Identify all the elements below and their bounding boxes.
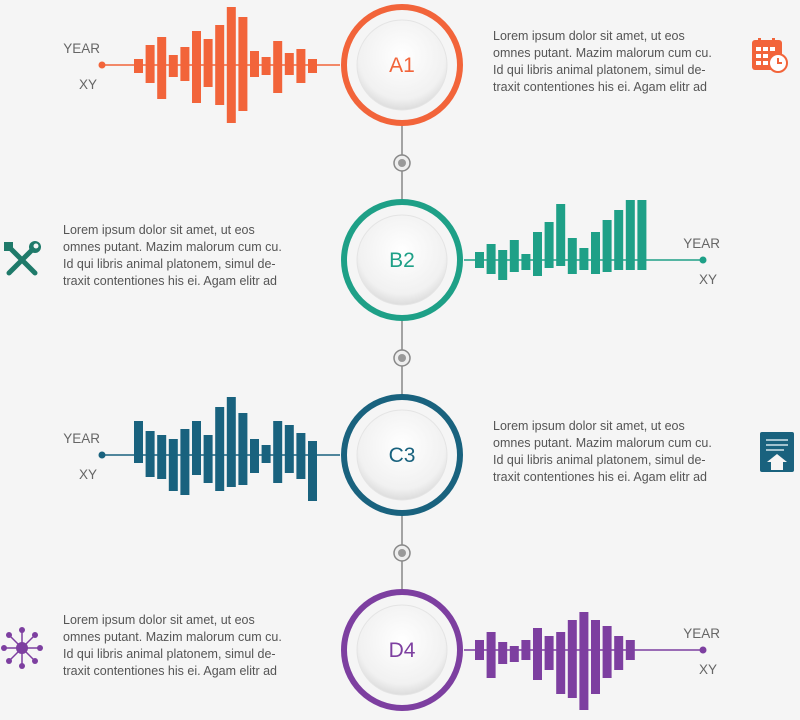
waveform-bar [602, 626, 612, 678]
waveform-bar [475, 252, 484, 268]
node-d4: YEAR XY D4 [341, 589, 720, 711]
waveform-bar [533, 628, 542, 680]
waveform-bar [238, 17, 248, 111]
waveform-bar [168, 439, 178, 491]
waveform-bar [192, 421, 201, 475]
wrench-screwdriver-icon [4, 241, 41, 276]
waveform-bar [486, 244, 496, 274]
waveform-bar [614, 636, 624, 670]
waveform-bar [203, 39, 213, 87]
waveform-bar [226, 397, 236, 487]
year-label: YEAR [683, 236, 720, 251]
waveform-bar [544, 222, 554, 268]
waveform-bar [509, 646, 519, 662]
connector-dot-3 [393, 544, 411, 562]
waveform-bar [215, 25, 225, 105]
waveform-bar [296, 49, 306, 83]
waveform-bar [273, 421, 283, 483]
waveform-bar [134, 59, 143, 73]
xy-label: XY [699, 272, 717, 287]
waveform-bar [591, 232, 600, 274]
node-d4-description: Lorem ipsum dolor sit amet, ut eos omnes… [63, 613, 282, 678]
waveform-bar [273, 41, 283, 93]
calendar-clock-icon [752, 38, 788, 73]
node-label: A1 [389, 54, 415, 77]
waveform-bar [533, 232, 542, 276]
waveform-bar [579, 248, 589, 270]
waveform-bar [215, 407, 225, 491]
waveform-bar [556, 204, 566, 266]
waveform-bar [521, 640, 531, 660]
waveform-bar [308, 59, 317, 73]
waveform-bar [567, 620, 577, 698]
waveform-bar [157, 435, 167, 479]
waveform-bar [180, 429, 190, 495]
node-inner-disc [356, 604, 448, 696]
node-b2: YEAR XY B2 [341, 199, 720, 321]
waveform-bar [625, 640, 635, 660]
baseline-endpoint [699, 646, 707, 654]
waveform-bar [498, 250, 508, 280]
connector-dot-1 [393, 154, 411, 172]
waveform-bar [591, 620, 600, 694]
year-label: YEAR [63, 431, 100, 446]
waveform-bar [157, 37, 167, 99]
waveform-bar [226, 7, 236, 123]
node-c3: YEAR XY C3 [63, 394, 463, 516]
waveform-bar [180, 47, 190, 81]
waveform-bar [637, 200, 647, 270]
baseline-endpoint [699, 256, 707, 264]
waveform-bar [250, 51, 259, 77]
baseline-endpoint [98, 451, 106, 459]
document-upload-icon [760, 432, 794, 472]
waveform-bar [250, 439, 259, 473]
waveform-bar [308, 441, 317, 501]
connector-dot-2 [393, 349, 411, 367]
node-a1-description: Lorem ipsum dolor sit amet, ut eos omnes… [493, 29, 712, 94]
year-label: YEAR [63, 41, 100, 56]
waveform-bar [614, 210, 624, 270]
waveform-bar [261, 445, 271, 463]
baseline-endpoint [98, 61, 106, 69]
waveform-bar [203, 435, 213, 483]
waveform-bar [284, 425, 294, 473]
waveform-bar [134, 421, 143, 463]
waveform-bar [556, 632, 566, 694]
xy-label: XY [699, 662, 717, 677]
node-label: D4 [389, 639, 416, 662]
node-inner-disc [356, 409, 448, 501]
node-label: C3 [389, 444, 416, 467]
waveform-bar [579, 612, 589, 710]
node-inner-disc [356, 19, 448, 111]
waveform-bar [145, 45, 155, 83]
waveform-bar [284, 53, 294, 75]
waveform-bar [544, 636, 554, 670]
waveform-bar [168, 55, 178, 77]
waveform-bar [261, 57, 271, 75]
node-inner-disc [356, 214, 448, 306]
waveform-bar [602, 220, 612, 272]
node-b2-description: Lorem ipsum dolor sit amet, ut eos omnes… [63, 223, 282, 288]
xy-label: XY [79, 467, 97, 482]
waveform-bar [567, 238, 577, 274]
waveform-bar [475, 640, 484, 660]
node-label: B2 [389, 249, 415, 272]
xy-label: XY [79, 77, 97, 92]
waveform-bar [498, 642, 508, 664]
network-nodes-icon [1, 627, 43, 669]
waveform-bar [521, 254, 531, 270]
waveform-bar [192, 31, 201, 103]
waveform-bar [145, 431, 155, 477]
waveform-bar [296, 433, 306, 479]
waveform-bar [238, 413, 248, 485]
year-label: YEAR [683, 626, 720, 641]
node-c3-description: Lorem ipsum dolor sit amet, ut eos omnes… [493, 419, 712, 484]
waveform-bar [509, 240, 519, 272]
waveform-bar [486, 632, 496, 678]
node-a1: YEAR XY A1 [63, 4, 463, 126]
waveform-bar [625, 200, 635, 270]
